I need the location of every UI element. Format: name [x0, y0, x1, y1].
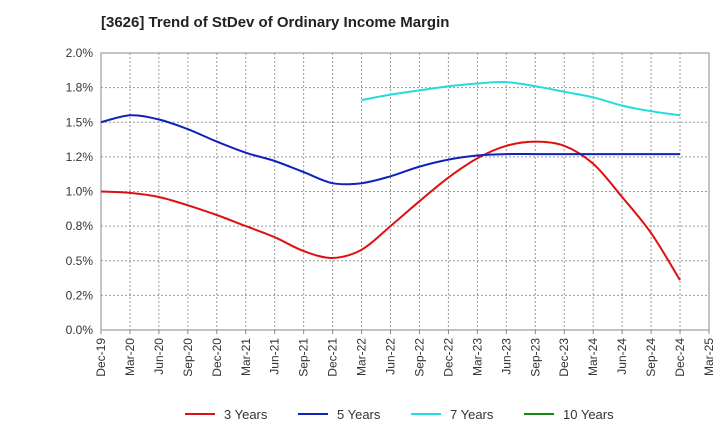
legend-label-10-years: 10 Years: [563, 407, 614, 422]
x-tick-label: Mar-23: [470, 338, 484, 376]
y-tick-label: 0.0%: [66, 323, 94, 337]
y-tick-label: 0.5%: [66, 254, 94, 268]
chart-title: [3626] Trend of StDev of Ordinary Income…: [101, 14, 450, 31]
x-tick-label: Mar-24: [586, 338, 600, 376]
y-tick-label: 1.5%: [66, 115, 94, 129]
x-tick-label: Sep-21: [297, 338, 311, 377]
x-tick-label: Sep-22: [412, 338, 426, 377]
series-line-5-years: [100, 114, 680, 186]
x-tick-label: Dec-23: [557, 338, 571, 377]
x-tick-label: Sep-20: [181, 338, 195, 377]
legend-label-5-years: 5 Years: [337, 407, 381, 422]
x-tick-label: Jun-23: [499, 338, 513, 375]
x-tick-label: Sep-23: [528, 338, 542, 377]
x-tick-label: Jun-22: [384, 338, 398, 375]
x-tick-label: Jun-21: [268, 338, 282, 375]
series-line-7-years: [361, 80, 681, 117]
x-tick-label: Mar-21: [239, 338, 253, 376]
y-tick-label: 0.8%: [66, 219, 94, 233]
x-tick-label: Dec-24: [673, 338, 687, 377]
x-tick-label: Jun-24: [615, 338, 629, 375]
x-tick-label: Dec-20: [210, 338, 224, 377]
x-tick-label: Dec-19: [94, 338, 108, 377]
legend-label-7-years: 7 Years: [450, 407, 494, 422]
x-tick-label: Mar-20: [123, 338, 137, 376]
x-tick-label: Sep-24: [644, 338, 658, 377]
x-tick-label: Dec-22: [441, 338, 455, 377]
y-tick-label: 1.0%: [66, 185, 94, 199]
legend-label-3-years: 3 Years: [224, 407, 268, 422]
x-tick-label: Dec-21: [326, 338, 340, 377]
y-tick-label: 0.2%: [66, 288, 94, 302]
y-tick-label: 1.2%: [66, 150, 94, 164]
x-tick-label: Jun-20: [152, 338, 166, 375]
series-line-3-years: [100, 140, 681, 281]
x-tick-label: Mar-25: [702, 338, 716, 376]
y-tick-label: 1.8%: [66, 81, 94, 95]
x-tick-label: Mar-22: [355, 338, 369, 376]
y-tick-label: 2.0%: [66, 46, 94, 60]
